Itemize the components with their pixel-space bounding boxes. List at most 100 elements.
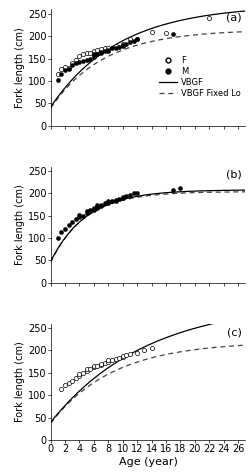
Text: (b): (b): [225, 170, 241, 180]
Point: [91, 51, 96, 58]
Point: [70, 61, 74, 69]
Point: [120, 43, 124, 50]
Text: (c): (c): [226, 327, 241, 337]
Point: [84, 50, 88, 57]
Point: [99, 49, 103, 57]
Text: (a): (a): [225, 13, 241, 23]
Point: [77, 53, 81, 60]
Point: [66, 221, 70, 228]
Point: [124, 40, 128, 48]
Point: [163, 29, 167, 36]
Point: [99, 361, 103, 368]
Point: [77, 370, 81, 377]
Point: [142, 347, 146, 354]
Point: [63, 382, 67, 389]
Point: [70, 218, 74, 225]
Point: [106, 358, 110, 365]
Point: [95, 201, 99, 208]
Point: [106, 357, 110, 364]
Point: [63, 225, 67, 233]
Point: [70, 60, 74, 67]
Point: [171, 186, 175, 193]
Point: [81, 51, 85, 58]
Point: [120, 42, 124, 49]
Point: [74, 60, 78, 67]
Point: [106, 44, 110, 52]
Point: [91, 47, 96, 54]
Point: [128, 38, 132, 45]
Point: [102, 359, 106, 367]
Point: [120, 40, 124, 48]
Point: [59, 385, 63, 393]
Point: [109, 197, 113, 205]
Point: [88, 366, 92, 373]
Point: [59, 228, 63, 236]
Point: [56, 234, 60, 242]
Point: [120, 352, 124, 359]
Point: [113, 356, 117, 363]
Point: [117, 354, 121, 362]
Point: [66, 379, 70, 386]
Point: [63, 66, 67, 74]
Point: [95, 362, 99, 370]
Point: [171, 30, 175, 38]
Point: [84, 56, 88, 63]
X-axis label: Age (year): Age (year): [118, 457, 177, 467]
Point: [131, 37, 135, 44]
Point: [106, 200, 110, 207]
Point: [102, 200, 106, 207]
Point: [66, 64, 70, 71]
Point: [84, 366, 88, 373]
Point: [117, 43, 121, 51]
Point: [91, 53, 96, 61]
Point: [95, 204, 99, 211]
Point: [84, 368, 88, 375]
Point: [135, 190, 139, 197]
Point: [120, 353, 124, 361]
Point: [124, 192, 128, 200]
Point: [99, 202, 103, 210]
Point: [99, 201, 103, 208]
Point: [81, 57, 85, 65]
Point: [102, 47, 106, 54]
Point: [117, 195, 121, 202]
Point: [84, 208, 88, 215]
Point: [109, 357, 113, 364]
Point: [63, 63, 67, 70]
Point: [178, 184, 182, 191]
Point: [91, 204, 96, 211]
Point: [128, 191, 132, 199]
Point: [149, 28, 153, 35]
Point: [124, 351, 128, 359]
Point: [135, 35, 139, 43]
Point: [77, 211, 81, 219]
Y-axis label: Fork length (cm): Fork length (cm): [15, 27, 25, 108]
Point: [135, 349, 139, 357]
Point: [91, 205, 96, 213]
Point: [56, 76, 60, 84]
Y-axis label: Fork length (cm): Fork length (cm): [15, 184, 25, 265]
Point: [113, 44, 117, 52]
Point: [81, 212, 85, 219]
Point: [206, 15, 210, 22]
Point: [91, 206, 96, 214]
Point: [88, 50, 92, 57]
Point: [81, 369, 85, 377]
Point: [88, 207, 92, 214]
Point: [59, 70, 63, 78]
Point: [113, 197, 117, 205]
Point: [113, 196, 117, 204]
Point: [95, 51, 99, 58]
Point: [99, 48, 103, 56]
Point: [77, 58, 81, 66]
Point: [91, 51, 96, 59]
Point: [74, 374, 78, 382]
Point: [66, 65, 70, 72]
Point: [74, 56, 78, 63]
Point: [56, 70, 60, 78]
Point: [109, 44, 113, 52]
Point: [106, 46, 110, 53]
Point: [135, 35, 139, 43]
Point: [77, 372, 81, 380]
Point: [74, 215, 78, 223]
